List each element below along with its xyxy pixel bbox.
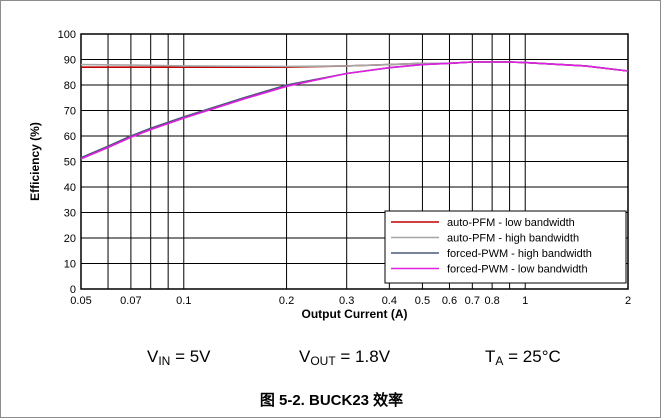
y-axis-label: Efficiency (%) [28,122,42,201]
y-tick-label: 100 [58,29,76,41]
plot-frame [80,33,629,290]
vout-condition: VOUT = 1.8V [299,347,391,368]
y-tick-label: 80 [64,80,76,92]
x-tick-label: 0.6 [442,295,457,307]
y-tick-label: 60 [64,131,76,143]
x-tick-label: 0.05 [70,295,91,307]
ta-condition: TA = 25°C [485,347,561,368]
y-tick-label: 70 [64,106,76,118]
x-tick-label: 0.7 [465,295,480,307]
y-tick-label: 10 [64,259,76,271]
series-line [80,61,629,160]
vin-condition: VIN = 5V [147,347,211,368]
figure-caption: 图 5-2. BUCK23 效率 [259,392,404,409]
x-tick-label: 0.1 [176,295,191,307]
y-tick-label: 40 [64,182,76,194]
efficiency-chart: 0 10 20 30 40 50 60 70 80 90 100 0.05 0.07 0.1 0.2 0.3 0… [28,29,631,321]
x-tick-label: 0.2 [279,295,294,307]
y-tick-label: 90 [64,55,76,67]
x-tick-label: 1 [522,295,528,307]
x-tick-label: 0.07 [120,295,141,307]
y-tick-label: 0 [70,284,76,296]
x-tick-label: 0.5 [415,295,430,307]
legend-label: auto-PFM - high bandwidth [447,233,579,245]
x-tick-label: 0.4 [382,295,397,307]
legend-label: forced-PWM - high bandwidth [447,248,592,260]
y-tick-label: 20 [64,233,76,245]
legend-label: forced-PWM - low bandwidth [447,264,588,276]
x-tick-label: 0.3 [339,295,354,307]
y-tick-label: 30 [64,208,76,220]
series-line [80,61,629,159]
legend-label: auto-PFM - low bandwidth [447,217,575,229]
x-tick-label: 0.8 [484,295,499,307]
x-axis-label: Output Current (A) [302,307,408,321]
y-tick-label: 50 [64,157,76,169]
legend-box [384,210,627,284]
x-tick-label: 2 [625,295,631,307]
